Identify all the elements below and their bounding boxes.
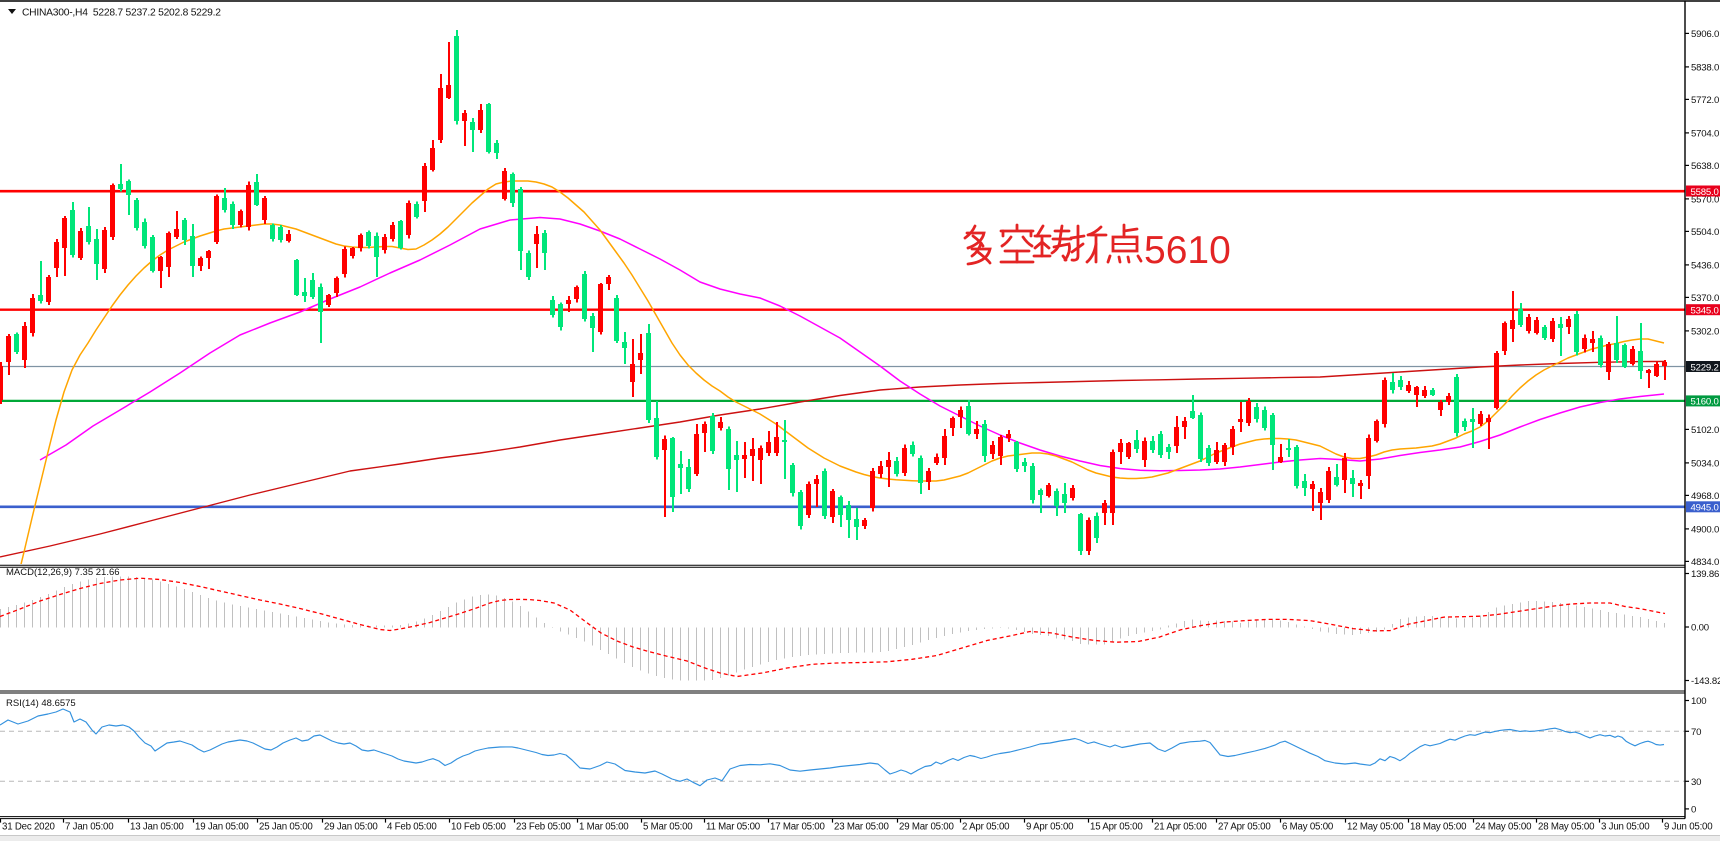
svg-text:4 Feb 05:00: 4 Feb 05:00: [387, 822, 437, 833]
svg-text:5345.0: 5345.0: [1691, 306, 1719, 317]
svg-text:19 Jan 05:00: 19 Jan 05:00: [195, 822, 249, 833]
svg-text:29 Jan 05:00: 29 Jan 05:00: [324, 822, 378, 833]
svg-text:25 Jan 05:00: 25 Jan 05:00: [259, 822, 313, 833]
svg-text:MACD(12,26,9) 7.35 21.66: MACD(12,26,9) 7.35 21.66: [6, 567, 120, 578]
svg-text:70: 70: [1691, 727, 1701, 738]
svg-text:5704.0: 5704.0: [1691, 128, 1719, 139]
svg-text:4900.0: 4900.0: [1691, 524, 1719, 535]
svg-text:100: 100: [1691, 696, 1706, 707]
svg-text:CHINA300-,H4 5228.7 5237.2 52: CHINA300-,H4 5228.7 5237.2 5202.8 5229.2: [22, 8, 221, 19]
svg-text:4945.0: 4945.0: [1691, 503, 1719, 514]
svg-text:6 May 05:00: 6 May 05:00: [1282, 822, 1334, 833]
svg-text:29 Mar 05:00: 29 Mar 05:00: [899, 822, 954, 833]
svg-text:RSI(14) 48.6575: RSI(14) 48.6575: [6, 698, 76, 709]
svg-text:5370.0: 5370.0: [1691, 293, 1719, 304]
svg-text:5570.0: 5570.0: [1691, 194, 1719, 205]
svg-text:5102.0: 5102.0: [1691, 425, 1719, 436]
svg-text:9 Apr 05:00: 9 Apr 05:00: [1026, 822, 1074, 833]
svg-text:18 May 05:00: 18 May 05:00: [1410, 822, 1467, 833]
svg-text:5160.0: 5160.0: [1691, 397, 1719, 408]
svg-text:13 Jan 05:00: 13 Jan 05:00: [130, 822, 184, 833]
svg-text:24 May 05:00: 24 May 05:00: [1475, 822, 1532, 833]
svg-text:5504.0: 5504.0: [1691, 227, 1719, 238]
svg-text:5229.2: 5229.2: [1691, 362, 1719, 373]
svg-text:3 Jun 05:00: 3 Jun 05:00: [1601, 822, 1650, 833]
svg-text:23 Mar 05:00: 23 Mar 05:00: [834, 822, 889, 833]
svg-text:0.00: 0.00: [1691, 623, 1709, 634]
svg-text:5302.0: 5302.0: [1691, 326, 1719, 337]
svg-text:5838.0: 5838.0: [1691, 62, 1719, 73]
svg-text:9 Jun 05:00: 9 Jun 05:00: [1664, 822, 1713, 833]
svg-text:30: 30: [1691, 777, 1701, 788]
svg-text:4968.0: 4968.0: [1691, 491, 1719, 502]
svg-text:0: 0: [1691, 804, 1696, 815]
svg-text:31 Dec 2020: 31 Dec 2020: [2, 822, 56, 833]
svg-text:23 Feb 05:00: 23 Feb 05:00: [516, 822, 572, 833]
svg-text:15 Apr 05:00: 15 Apr 05:00: [1090, 822, 1143, 833]
svg-text:5436.0: 5436.0: [1691, 260, 1719, 271]
svg-text:5638.0: 5638.0: [1691, 161, 1719, 172]
svg-text:27 Apr 05:00: 27 Apr 05:00: [1218, 822, 1271, 833]
svg-text:28 May 05:00: 28 May 05:00: [1538, 822, 1595, 833]
svg-text:-143.82: -143.82: [1691, 676, 1720, 687]
svg-text:5585.0: 5585.0: [1691, 187, 1719, 198]
svg-text:17 Mar 05:00: 17 Mar 05:00: [770, 822, 825, 833]
svg-text:11 Mar 05:00: 11 Mar 05:00: [706, 822, 761, 833]
svg-text:5 Mar 05:00: 5 Mar 05:00: [643, 822, 693, 833]
svg-text:1 Mar 05:00: 1 Mar 05:00: [579, 822, 629, 833]
svg-text:139.86: 139.86: [1691, 569, 1719, 580]
svg-text:21 Apr 05:00: 21 Apr 05:00: [1154, 822, 1207, 833]
svg-text:5034.0: 5034.0: [1691, 458, 1719, 469]
svg-text:5906.0: 5906.0: [1691, 29, 1719, 40]
svg-text:2 Apr 05:00: 2 Apr 05:00: [962, 822, 1010, 833]
svg-text:10 Feb 05:00: 10 Feb 05:00: [451, 822, 507, 833]
svg-text:5772.0: 5772.0: [1691, 95, 1719, 106]
svg-text:7 Jan 05:00: 7 Jan 05:00: [65, 822, 114, 833]
svg-text:5610: 5610: [1144, 229, 1231, 272]
svg-text:4834.0: 4834.0: [1691, 557, 1719, 568]
svg-text:12 May 05:00: 12 May 05:00: [1347, 822, 1404, 833]
